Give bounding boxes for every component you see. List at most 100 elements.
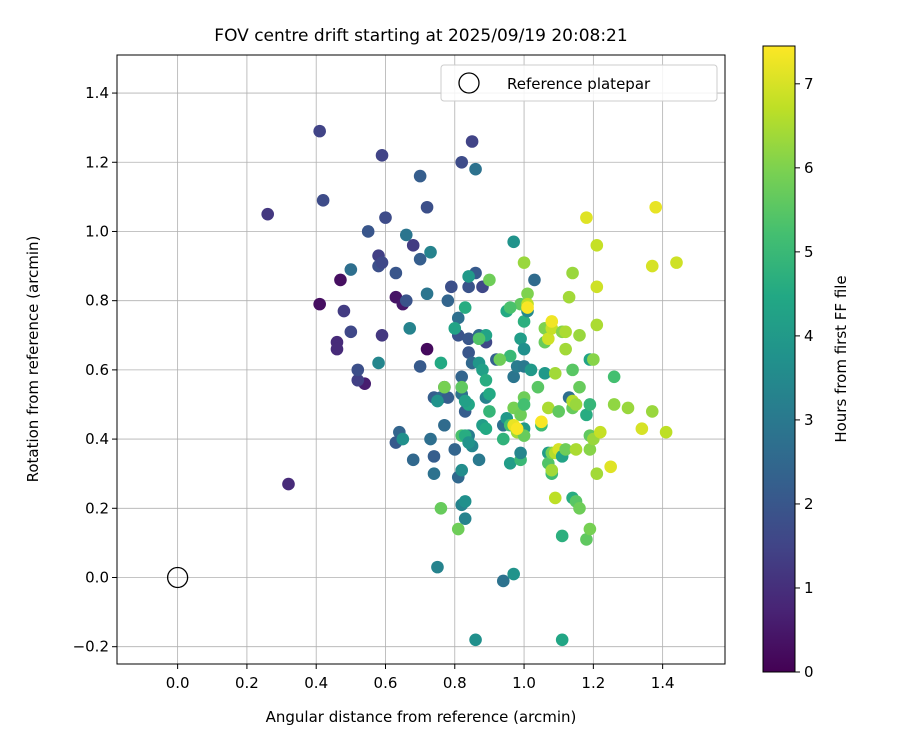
legend-box — [440, 64, 718, 102]
data-point — [462, 270, 475, 283]
data-point — [510, 422, 524, 436]
data-point — [479, 422, 493, 436]
data-point — [434, 356, 448, 370]
data-point — [472, 453, 486, 467]
y-tick-label: 0.0 — [85, 568, 109, 586]
data-point — [455, 380, 469, 394]
x-tick-label: 1.4 — [651, 674, 675, 692]
colorbar-ticks: 0 1 2 3 4 5 6 7 — [795, 75, 814, 681]
data-point — [566, 363, 579, 377]
data-point — [659, 425, 673, 439]
data-point — [413, 252, 427, 266]
data-point — [476, 363, 489, 377]
data-point — [469, 633, 482, 647]
data-point — [462, 280, 475, 294]
data-point — [580, 408, 593, 422]
data-point — [503, 301, 517, 314]
x-tick-label: 1.0 — [512, 674, 536, 692]
data-point — [645, 259, 659, 273]
data-point — [590, 467, 604, 480]
data-point — [580, 533, 593, 546]
data-point — [372, 356, 385, 370]
data-point — [573, 328, 586, 342]
data-point — [566, 266, 579, 280]
legend-reference-marker-icon — [458, 72, 480, 94]
data-point — [493, 353, 507, 366]
data-point — [448, 322, 462, 335]
data-point — [344, 325, 358, 339]
chart-title: FOV centre drift starting at 2025/09/19 … — [214, 26, 627, 46]
data-point — [524, 363, 538, 377]
data-point — [496, 574, 510, 588]
data-point — [448, 443, 462, 456]
data-point — [545, 463, 559, 477]
data-point — [334, 273, 347, 287]
data-point — [517, 315, 531, 328]
colorbar-tick-label: 6 — [804, 159, 814, 177]
data-point — [649, 200, 663, 214]
reference-platepar-marker — [166, 566, 189, 589]
data-point — [531, 380, 545, 394]
data-point — [514, 332, 527, 346]
data-point — [607, 370, 621, 384]
colorbar: 0 1 2 3 4 5 6 7 Hours from first FF file — [762, 45, 850, 681]
data-point — [455, 155, 469, 169]
data-point — [451, 311, 465, 325]
data-point — [458, 512, 472, 525]
data-point — [635, 422, 649, 436]
data-point — [399, 294, 413, 307]
data-point — [465, 135, 479, 148]
data-point — [548, 367, 562, 380]
data-point — [399, 228, 413, 242]
data-point — [517, 342, 531, 356]
data-point — [427, 450, 441, 463]
colorbar-label: Hours from first FF file — [832, 275, 850, 442]
data-point — [361, 225, 375, 238]
data-point — [344, 263, 358, 276]
data-point — [670, 256, 683, 269]
data-point — [507, 567, 520, 581]
data-point — [593, 425, 607, 439]
data-point — [438, 380, 451, 394]
data-point — [583, 443, 597, 456]
data-point — [330, 342, 344, 356]
data-point — [424, 432, 437, 446]
data-point — [420, 287, 434, 301]
data-point — [573, 380, 586, 394]
data-point — [389, 266, 403, 280]
data-point — [438, 418, 451, 432]
data-point — [542, 332, 555, 346]
legend-entry-reference: Reference platepar — [507, 75, 651, 93]
data-point — [562, 290, 576, 304]
colorbar-gradient — [762, 45, 796, 673]
colorbar-tick-label: 7 — [804, 75, 814, 93]
data-point — [458, 394, 472, 408]
x-tick-label: 0.6 — [374, 674, 398, 692]
data-point — [445, 280, 458, 294]
data-point — [583, 522, 597, 536]
data-point — [535, 415, 548, 429]
data-point — [316, 194, 330, 207]
data-point — [462, 346, 475, 359]
x-tick-label: 1.2 — [581, 674, 605, 692]
data-point — [375, 256, 389, 269]
data-point — [559, 342, 572, 356]
data-point — [469, 162, 482, 176]
colorbar-tick-label: 2 — [804, 495, 814, 513]
y-tick-label: −0.2 — [73, 638, 109, 656]
data-point — [431, 560, 444, 574]
y-tick-label: 1.0 — [85, 222, 109, 240]
colorbar-tick-label: 3 — [804, 411, 814, 429]
data-point — [458, 495, 472, 508]
data-point — [472, 332, 486, 346]
data-point — [542, 401, 555, 415]
data-point — [483, 387, 496, 401]
y-tick-label: 0.2 — [85, 499, 109, 517]
data-point — [313, 124, 326, 138]
data-point — [538, 367, 552, 380]
data-point — [479, 373, 493, 387]
data-point — [441, 294, 455, 307]
grid — [117, 55, 725, 664]
data-point — [528, 273, 541, 287]
